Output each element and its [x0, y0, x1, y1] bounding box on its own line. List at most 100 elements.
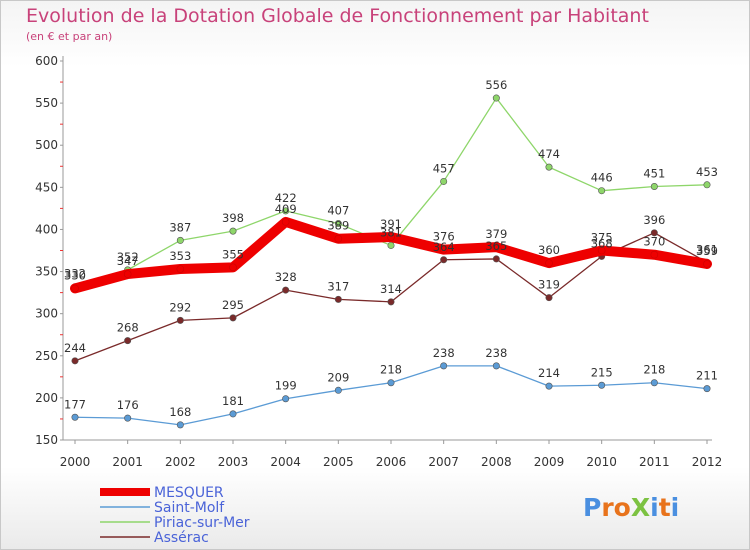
y-tick-label: 550 [35, 96, 58, 110]
data-label: 268 [117, 321, 139, 335]
data-point [334, 386, 342, 394]
data-point [387, 241, 395, 249]
data-point [176, 265, 185, 273]
series-layer [70, 94, 712, 429]
data-point [492, 94, 500, 102]
data-label: 352 [117, 250, 139, 264]
chart-subtitle: (en € et par an) [26, 30, 112, 43]
data-label: 396 [643, 213, 665, 227]
data-point [176, 236, 184, 244]
y-tick-label: 350 [35, 265, 58, 279]
data-point [650, 379, 658, 387]
data-label: 177 [64, 397, 86, 411]
y-tick-label: 150 [35, 433, 58, 447]
data-label: 292 [169, 300, 191, 314]
logo-letter: i [650, 493, 659, 522]
legend-label: Saint-Molf [154, 500, 225, 516]
data-point [703, 260, 711, 268]
data-label: 211 [696, 369, 718, 383]
data-point [176, 316, 184, 324]
data-point [545, 163, 553, 171]
data-point [176, 421, 184, 429]
data-point [229, 314, 237, 322]
data-label: 368 [591, 236, 613, 250]
logo-letter: P [583, 493, 601, 522]
data-point [440, 362, 448, 370]
data-point [598, 381, 606, 389]
data-point [439, 245, 448, 254]
y-tick-label: 250 [35, 349, 58, 363]
data-point [334, 234, 343, 243]
data-label: 398 [222, 211, 244, 225]
data-label: 215 [591, 365, 613, 379]
data-label: 361 [696, 242, 718, 256]
logo-letter: o [614, 493, 631, 522]
data-point [71, 413, 79, 421]
data-label: 376 [433, 230, 455, 244]
data-point [492, 362, 500, 370]
data-point [71, 357, 79, 365]
data-label: 295 [222, 298, 244, 312]
x-tick-label: 2000 [60, 455, 91, 469]
data-point [387, 233, 395, 241]
data-point [71, 284, 79, 293]
x-tick-label: 2007 [428, 455, 459, 469]
y-tick-label: 400 [35, 222, 58, 236]
data-label: 407 [327, 204, 349, 218]
x-tick-label: 2010 [586, 455, 617, 469]
data-label: 457 [433, 161, 455, 175]
data-point [123, 270, 132, 278]
x-tick-label: 2002 [165, 455, 196, 469]
y-tick-label: 300 [35, 307, 58, 321]
data-label: 453 [696, 165, 718, 179]
y-tick-label: 600 [35, 54, 58, 68]
chart-title: Evolution de la Dotation Globale de Fonc… [26, 5, 649, 27]
data-point [229, 410, 237, 418]
data-point [124, 337, 132, 345]
data-label: 359 [696, 244, 718, 258]
axes: 150 200 250 300 350 400 450 500 550 600 2000 2001 20… [35, 54, 722, 469]
data-label: 332 [64, 267, 86, 281]
data-point [703, 385, 711, 393]
legend-label: Piriac-sur-Mer [154, 515, 250, 531]
data-point [597, 246, 606, 255]
x-tick-label: 2008 [481, 455, 512, 469]
data-point [492, 243, 501, 251]
data-label: 387 [169, 220, 191, 234]
data-label: 446 [591, 171, 613, 185]
data-label: 556 [485, 78, 507, 92]
data-label: 199 [275, 379, 297, 393]
data-point [440, 256, 448, 264]
data-point [124, 414, 132, 422]
x-tick-label: 2006 [376, 455, 407, 469]
data-point [282, 286, 290, 294]
proxiti-logo: ProXiti [583, 493, 679, 522]
data-label: 214 [538, 366, 560, 380]
data-point [650, 182, 658, 190]
y-tick-label: 200 [35, 391, 58, 405]
data-label: 238 [433, 346, 455, 360]
data-label: 168 [169, 405, 191, 419]
x-tick-label: 2012 [692, 455, 723, 469]
x-tick-label: 2003 [218, 455, 249, 469]
data-point [281, 218, 290, 226]
data-point [229, 227, 237, 235]
data-point [598, 187, 606, 195]
data-label: 244 [64, 341, 86, 355]
x-tick-label: 2001 [112, 455, 143, 469]
y-tick-label: 450 [35, 180, 58, 194]
data-label: 353 [169, 249, 191, 263]
data-label: 209 [327, 370, 349, 384]
data-point [387, 298, 395, 306]
data-point [387, 379, 395, 387]
data-point [334, 220, 342, 228]
data-label: 474 [538, 147, 560, 161]
data-point [229, 263, 237, 272]
logo-letter: t [659, 493, 671, 522]
data-point [492, 255, 500, 263]
data-label: 317 [327, 279, 349, 293]
data-point [440, 177, 448, 185]
data-label: 379 [485, 227, 507, 241]
data-label: 422 [275, 191, 297, 205]
